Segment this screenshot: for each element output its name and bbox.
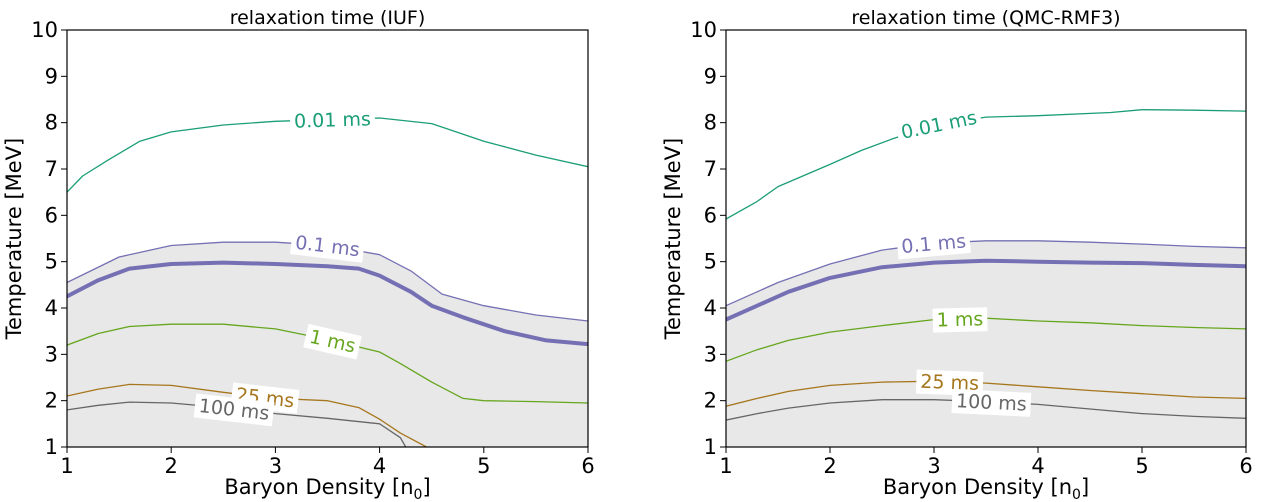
y-tick-label: 7: [704, 157, 717, 181]
x-tick-label: 1: [719, 454, 732, 478]
contour-label-bg: [915, 369, 984, 397]
contour-label-bg: [303, 323, 362, 360]
contour-label-text: 100 ms: [955, 390, 1027, 415]
contour-label-text: 0.01 ms: [899, 107, 979, 144]
y-tick-label: 3: [704, 342, 717, 366]
y-tick-label: 3: [45, 342, 58, 366]
y-axis-label: Temperature [MeV]: [2, 138, 26, 341]
plot-frame: [66, 29, 589, 448]
contour-label-1: 0.01 ms: [895, 105, 983, 146]
x-tick-label: 3: [927, 454, 940, 478]
x-tick-label: 2: [823, 454, 836, 478]
x-tick-label: 6: [581, 454, 594, 478]
plot-area: [67, 117, 588, 447]
y-tick-label: 2: [45, 389, 58, 413]
contour-label-bg: [896, 228, 971, 260]
series-line-3: [726, 258, 1246, 322]
y-tick-label: 1: [45, 435, 58, 459]
contour-label-bg: [289, 107, 376, 134]
contour-label-bg: [289, 230, 365, 263]
series-line-3: [67, 260, 588, 347]
contour-label-text: 1 ms: [936, 308, 983, 331]
x-axis-label: Baryon Density [n0]: [224, 475, 430, 502]
x-tick-label: 1: [60, 454, 73, 478]
shaded-band: [726, 240, 1246, 447]
series-line-1: [67, 117, 588, 193]
contour-label-1: 0.01 ms: [289, 107, 376, 134]
series-line-2: [726, 240, 1246, 307]
y-tick-label: 9: [45, 64, 58, 88]
contour-label-5: 25 ms: [915, 369, 984, 397]
x-tick-label: 3: [269, 454, 282, 478]
plot-frame: [725, 29, 1247, 448]
y-tick-label: 2: [704, 389, 717, 413]
contour-label-text: 0.01 ms: [294, 108, 371, 132]
y-tick-label: 5: [45, 250, 58, 274]
y-tick-label: 1: [704, 435, 717, 459]
y-tick-label: 10: [31, 18, 58, 42]
chart-title: relaxation time (IUF): [230, 7, 426, 29]
y-tick-label: 8: [704, 111, 717, 135]
y-tick-label: 6: [704, 203, 717, 227]
y-tick-label: 4: [45, 296, 58, 320]
y-tick-label: 5: [704, 250, 717, 274]
x-axis-label: Baryon Density [n0]: [883, 475, 1089, 502]
chart-title: relaxation time (QMC-RMF3): [851, 7, 1120, 29]
y-tick-label: 6: [45, 203, 58, 227]
y-tick-label: 4: [704, 296, 717, 320]
contour-label-6: 100 ms: [951, 388, 1032, 417]
x-tick-label: 2: [165, 454, 178, 478]
contour-label-bg: [951, 388, 1032, 417]
y-tick-label: 10: [690, 18, 717, 42]
contour-label-bg: [193, 393, 275, 427]
x-tick-label: 4: [373, 454, 386, 478]
contour-label-bg: [895, 105, 983, 146]
contour-label-bg: [932, 307, 988, 333]
series-line-1: [726, 109, 1246, 220]
x-tick-label: 5: [477, 454, 490, 478]
y-tick-label: 9: [704, 64, 717, 88]
x-tick-label: 4: [1031, 454, 1044, 478]
x-tick-label: 5: [1135, 454, 1148, 478]
contour-label-2: 0.1 ms: [896, 228, 971, 260]
y-axis-label: Temperature [MeV]: [661, 138, 685, 341]
y-tick-label: 8: [45, 111, 58, 135]
x-tick-label: 6: [1239, 454, 1252, 478]
contour-label-4: 1 ms: [932, 307, 988, 333]
y-tick-label: 7: [45, 157, 58, 181]
